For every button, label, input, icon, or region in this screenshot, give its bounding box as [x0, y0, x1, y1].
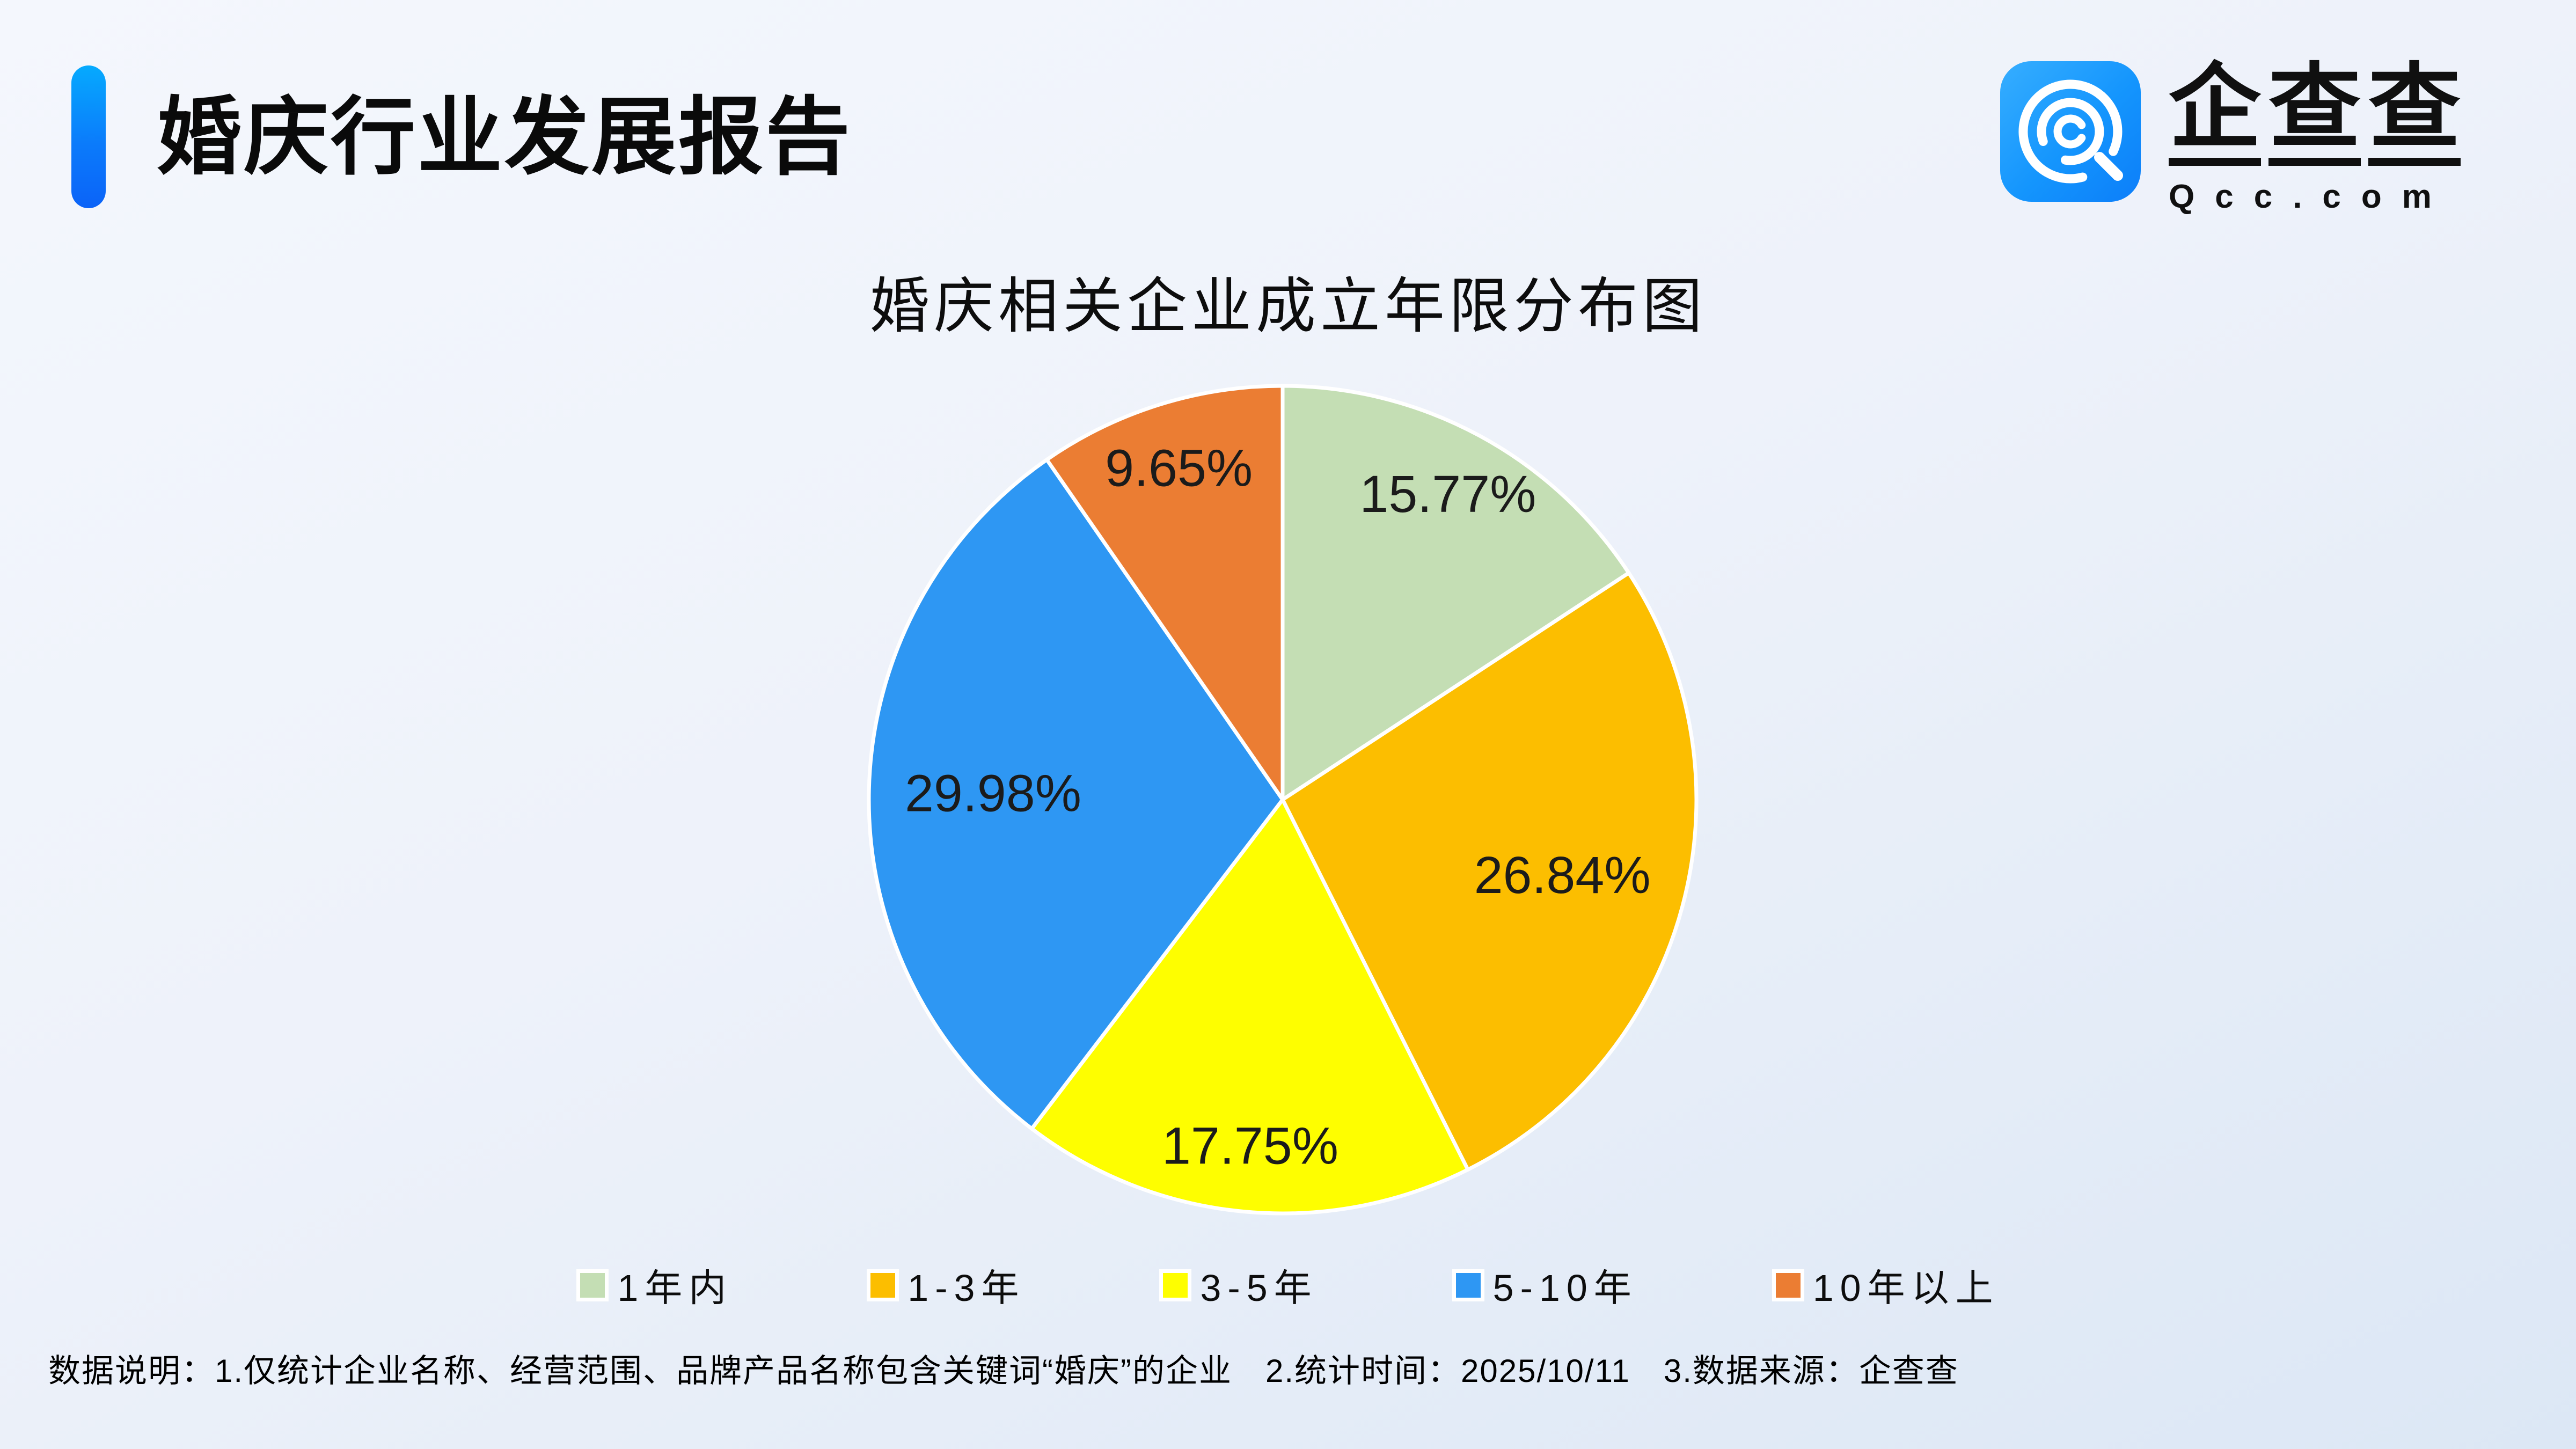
data-note: 数据说明：1.仅统计企业名称、经营范围、品牌产品名称包含关键词“婚庆”的企业 2…	[48, 1353, 1959, 1389]
legend-label: 1-3年	[908, 1267, 1026, 1309]
pie-slice-value-10年以上: 9.65%	[1105, 438, 1253, 497]
qcc-logo: 企查查 Qcc.com	[2000, 61, 2461, 216]
qcc-logo-name: 企查查	[2169, 61, 2461, 166]
legend-item-10年以上: 10年以上	[1772, 1258, 2000, 1312]
pie-slice-1年内	[1280, 384, 1631, 802]
pie-slice-value-1年内: 15.77%	[1359, 465, 1536, 523]
pie-slice-value-3-5年: 17.75%	[1162, 1116, 1338, 1175]
qcc-logo-domain: Qcc.com	[2169, 178, 2452, 215]
title-accent-bar	[71, 65, 106, 208]
pie-slice-value-1-3年: 26.84%	[1474, 846, 1651, 904]
pie-slice-value-5-10年: 29.98%	[905, 764, 1081, 822]
chart-title: 婚庆相关企业成立年限分布图	[869, 273, 1707, 340]
legend-item-1-3年: 1-3年	[867, 1258, 1025, 1312]
legend-label: 5-10年	[1492, 1267, 1638, 1309]
legend-label: 3-5年	[1200, 1267, 1318, 1309]
legend-item-1年内: 1年内	[576, 1258, 733, 1312]
legend-label: 1年内	[617, 1267, 733, 1309]
pie-slice-10年以上	[1045, 384, 1285, 802]
qcc-logo-char: 查	[2368, 61, 2461, 166]
qcc-logo-text: 企查查 Qcc.com	[2169, 61, 2461, 216]
chart-legend: 1年内 1-3年 3-5年 5-10年 10年以上	[0, 1258, 2576, 1312]
qcc-logo-icon	[2000, 61, 2141, 202]
legend-swatch	[1772, 1269, 1804, 1301]
legend-swatch	[1452, 1269, 1484, 1301]
legend-swatch	[1159, 1269, 1192, 1301]
pie-chart: 15.77% 26.84% 17.75% 29.98% 9.65%	[867, 384, 1699, 1216]
legend-swatch	[576, 1269, 609, 1301]
legend-item-5-10年: 5-10年	[1452, 1258, 1638, 1312]
legend-item-3-5年: 3-5年	[1159, 1258, 1318, 1312]
legend-swatch	[867, 1269, 899, 1301]
qcc-logo-char: 企	[2169, 61, 2261, 166]
page-title: 婚庆行业发展报告	[157, 90, 852, 185]
pie-slice-3-5年	[1030, 797, 1470, 1216]
qcc-logo-char: 查	[2268, 61, 2361, 166]
pie-slice-5-10年	[867, 457, 1285, 1131]
legend-label: 10年以上	[1812, 1267, 2000, 1309]
pie-slice-1-3年	[1280, 571, 1699, 1172]
